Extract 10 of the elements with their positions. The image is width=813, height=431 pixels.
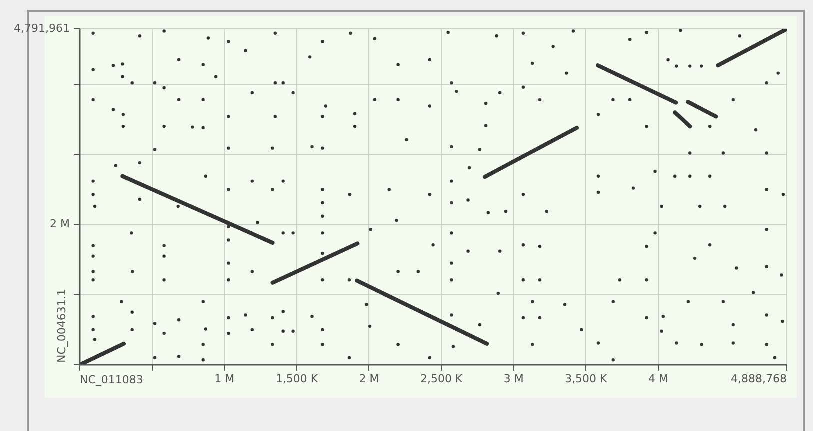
- x-tick-label: 1 M: [214, 372, 235, 386]
- x-tick-label: 4,888,768: [731, 372, 787, 386]
- x-tick-label: 4 M: [648, 372, 668, 386]
- x-tick-label: 1,500 K: [276, 372, 319, 386]
- x-tick-label: 3,500 K: [565, 372, 608, 386]
- x-tick-label: 2 M: [359, 372, 380, 386]
- y-axis-title: NC_004631.1: [55, 289, 68, 363]
- x-axis-title: NC_011083: [80, 373, 144, 386]
- x-tick-label: 2,500 K: [420, 372, 464, 386]
- x-tick-label: 3 M: [504, 372, 524, 386]
